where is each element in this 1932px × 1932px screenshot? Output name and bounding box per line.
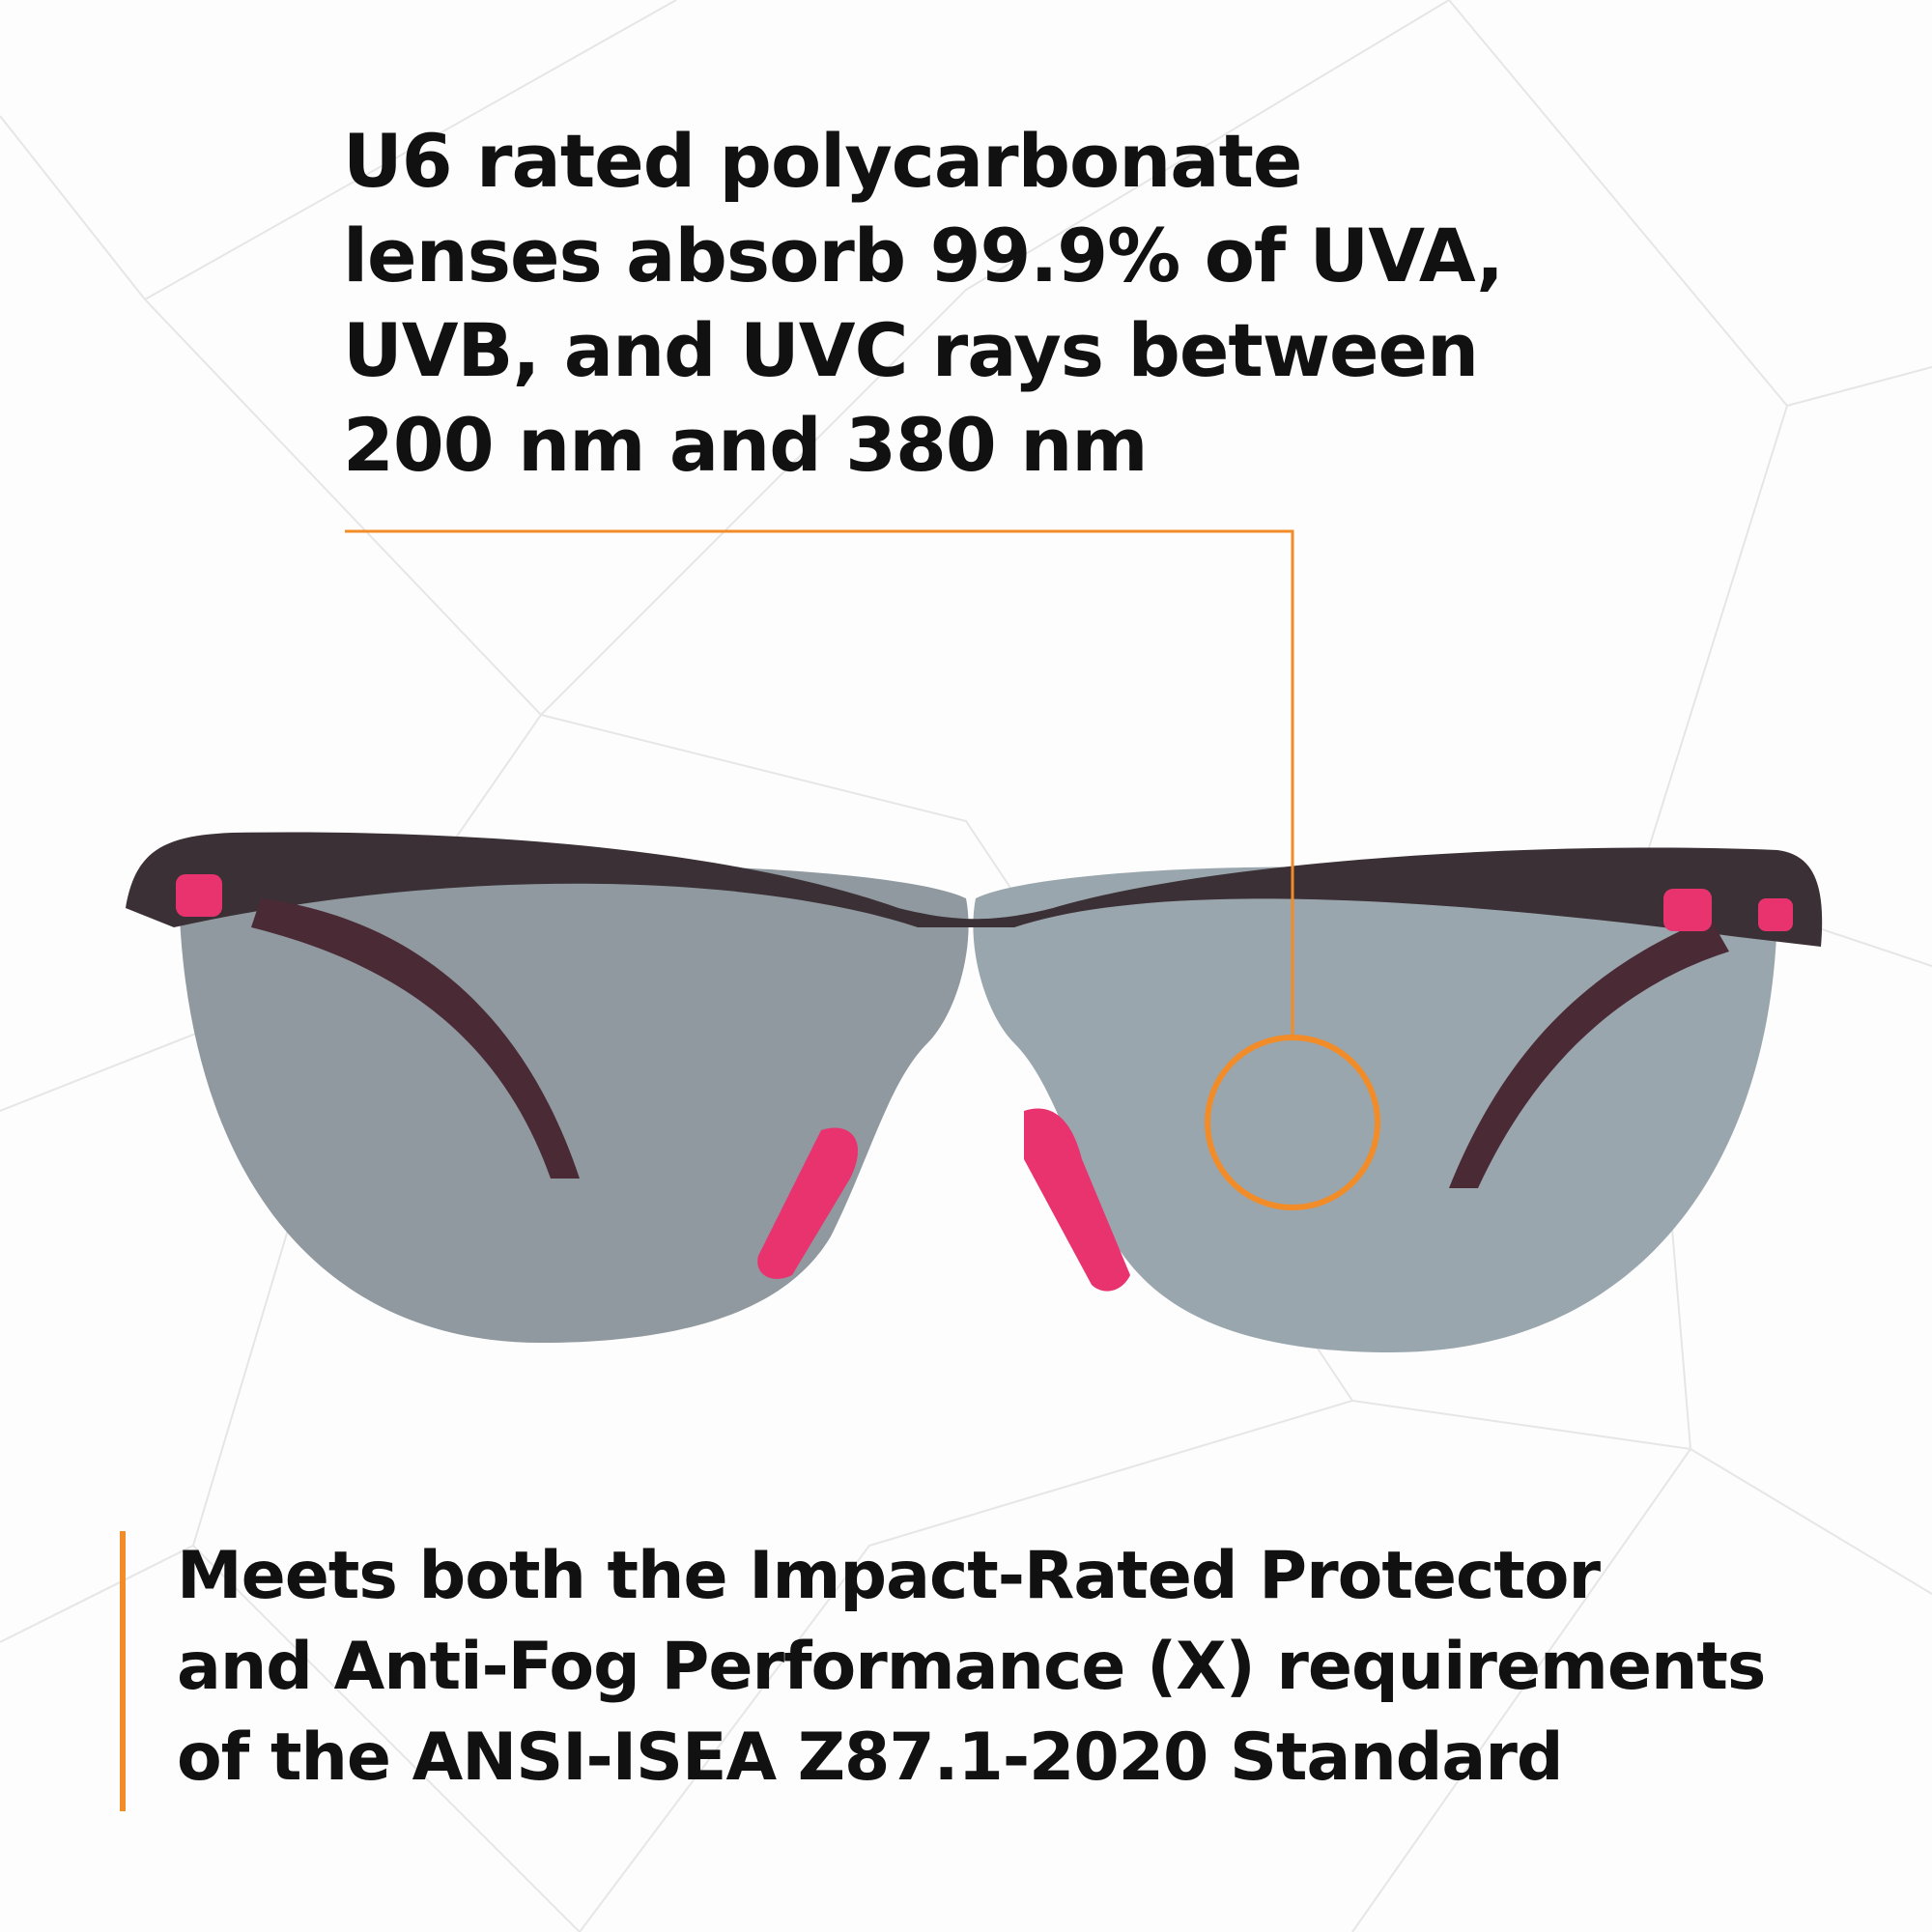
headline-line: 200 nm and 380 nm [343, 402, 1149, 488]
left-lens [179, 865, 969, 1343]
headline-line: UVB, and UVC rays between [343, 307, 1479, 393]
left-hinge-accent [176, 874, 222, 917]
accent-bar [120, 1531, 126, 1811]
headline: U6 rated polycarbonate lenses absorb 99.… [343, 114, 1599, 493]
frame-brow [126, 832, 1823, 947]
left-nose-pad [757, 1127, 859, 1279]
headline-line: lenses absorb 99.9% of UVA, [343, 213, 1504, 298]
left-temple [251, 898, 580, 1179]
right-temple [1449, 918, 1729, 1188]
callout-circle [1205, 1035, 1380, 1210]
standards-statement: Meets both the Impact-Rated Protector an… [177, 1531, 1819, 1804]
callout-line [345, 529, 1294, 1037]
footer-line: and Anti-Fog Performance (X) requirement… [177, 1629, 1766, 1705]
footer-line: Meets both the Impact-Rated Protector [177, 1538, 1601, 1614]
right-nose-pad [1024, 1108, 1130, 1292]
headline-line: U6 rated polycarbonate [343, 118, 1302, 204]
right-hinge-accent [1663, 889, 1712, 931]
footer-line: of the ANSI-ISEA Z87.1-2020 Standard [177, 1719, 1564, 1796]
